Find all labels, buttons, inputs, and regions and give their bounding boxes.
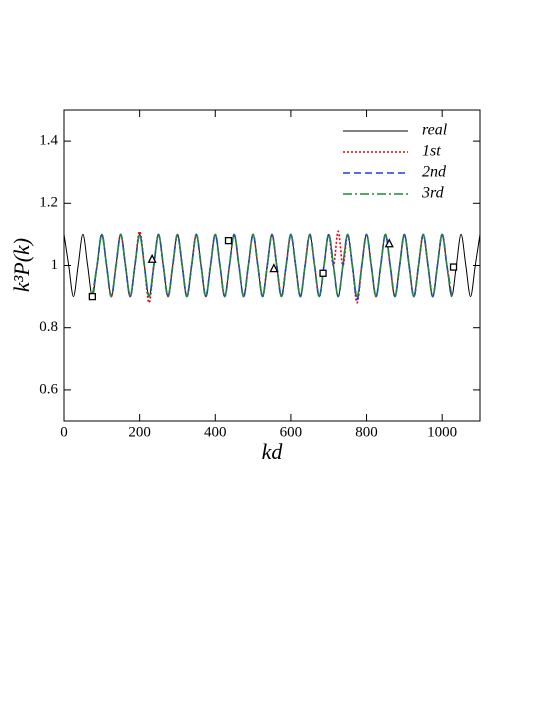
x-tick-label: 800 [355, 424, 378, 440]
x-tick-label: 400 [204, 424, 227, 440]
y-tick-label: 1.4 [39, 133, 58, 149]
legend-label: 2nd [422, 164, 447, 181]
marker-square [88, 292, 97, 301]
marker-triangle [269, 263, 279, 273]
y-tick-label: 0.8 [39, 319, 58, 335]
series-line [63, 233, 481, 298]
marker-square [449, 263, 458, 271]
y-tick-label: 1 [51, 257, 59, 273]
x-tick-label: 600 [280, 424, 303, 440]
x-tick-label: 0 [60, 424, 68, 440]
legend-label: 1st [422, 143, 441, 160]
marker-triangle [147, 253, 157, 263]
plot-frame [63, 109, 481, 422]
y-tick-label: 1.2 [39, 195, 58, 211]
legend-label: 3rd [421, 185, 445, 202]
marker-triangle [384, 238, 394, 248]
marker-square [224, 236, 233, 245]
y-axis-label: k³P(k) [9, 238, 34, 292]
marker-square [319, 269, 327, 277]
x-axis-label: kd [262, 439, 284, 464]
series-line [91, 233, 453, 298]
x-tick-label: 1000 [427, 424, 457, 440]
legend-label: real [422, 122, 448, 139]
y-tick-label: 0.6 [39, 381, 58, 397]
x-tick-label: 200 [128, 424, 151, 440]
